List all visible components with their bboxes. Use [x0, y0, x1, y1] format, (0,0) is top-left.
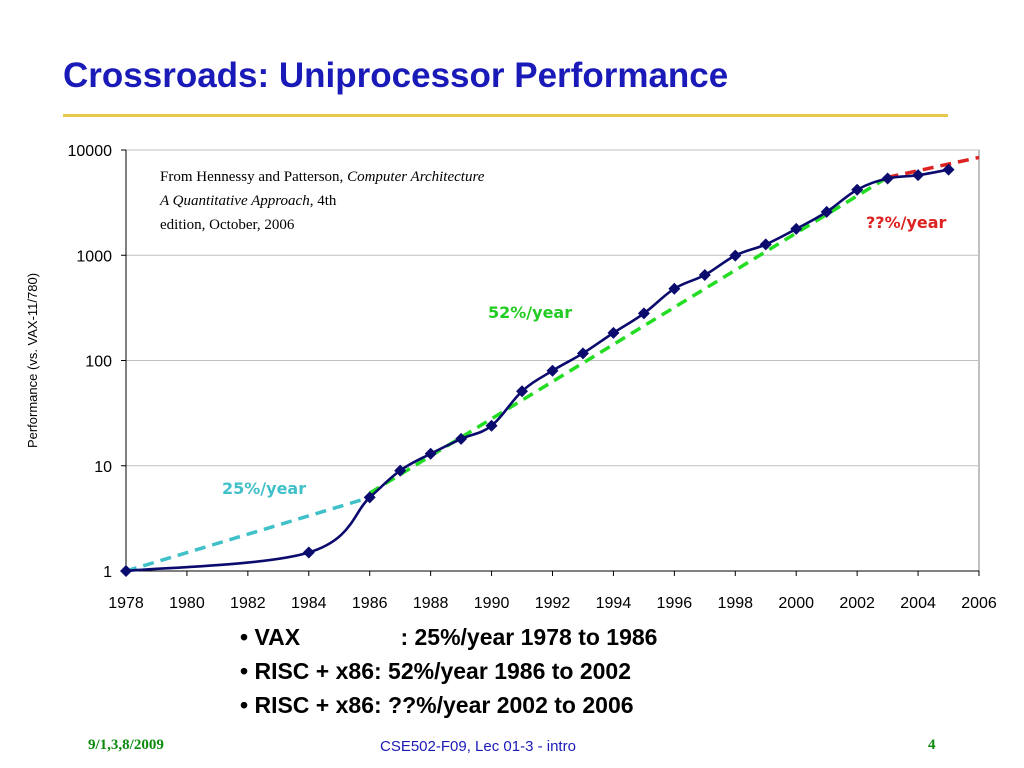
- x-tick-label: 1998: [717, 595, 753, 612]
- bullet-item-vax: • VAX: 25%/year 1978 to 1986: [240, 620, 657, 654]
- y-tick-label: 10000: [68, 143, 113, 160]
- x-tick-label: 2006: [961, 595, 997, 612]
- x-tick-label: 1986: [352, 595, 388, 612]
- data-point-marker: [455, 432, 468, 445]
- data-point-marker: [698, 269, 711, 282]
- trend-line-unknown-percent: [887, 155, 980, 180]
- annotation-unknown-percent: ??%/year: [866, 213, 947, 232]
- x-tick-label: 1982: [230, 595, 266, 612]
- performance-chart: 1 10 100 1000 10000 1978 1980 1982 1984 1986 1988 1…: [25, 143, 997, 612]
- bullet-list: • VAX: 25%/year 1978 to 1986 • RISC + x8…: [240, 620, 657, 722]
- y-tick-label: 10: [94, 459, 112, 476]
- data-point-marker: [942, 163, 955, 176]
- annotation-25-percent: 25%/year: [222, 479, 306, 498]
- x-tick-label: 1994: [596, 595, 632, 612]
- data-point-marker: [424, 447, 437, 460]
- footer-date: 9/1,3,8/2009: [88, 737, 164, 753]
- slide-title: Crossroads: Uniprocessor Performance: [63, 56, 729, 95]
- bullet-item-risc-unknown: • RISC + x86: ??%/year 2002 to 2006: [240, 688, 657, 722]
- x-tick-label: 1992: [535, 595, 571, 612]
- bullet-text: : ??%/year 2002 to 2006: [374, 692, 634, 718]
- x-tick-label: 1988: [413, 595, 449, 612]
- bullet-item-risc-52: • RISC + x86: 52%/year 1986 to 2002: [240, 654, 657, 688]
- footer-page-number: 4: [928, 737, 936, 753]
- x-tick-label: 1996: [657, 595, 693, 612]
- data-point-marker: [120, 565, 132, 577]
- annotation-52-percent: 52%/year: [488, 303, 572, 322]
- y-tick-label: 1: [103, 564, 112, 581]
- data-point-marker: [363, 491, 376, 504]
- data-point-marker: [759, 238, 772, 251]
- data-point-marker: [485, 419, 498, 432]
- source-note-line: edition, October, 2006: [160, 217, 295, 233]
- source-note-line: From Hennessy and Patterson, Computer Ar…: [160, 169, 485, 185]
- data-point-marker: [851, 183, 864, 196]
- data-point-marker: [394, 464, 407, 477]
- data-point-marker: [576, 347, 589, 360]
- x-tick-label: 1978: [108, 595, 144, 612]
- data-point-marker: [302, 546, 315, 559]
- x-tick-label: 1980: [169, 595, 205, 612]
- y-tick-label: 1000: [76, 248, 112, 265]
- data-point-marker: [881, 172, 894, 185]
- x-tick-label: 2000: [778, 595, 814, 612]
- bullet-text: : 25%/year 1978 to 1986: [400, 624, 658, 650]
- footer-course: CSE502-F09, Lec 01-3 - intro: [380, 738, 576, 755]
- x-tick-label: 2002: [839, 595, 875, 612]
- bullet-label: VAX: [254, 624, 301, 650]
- data-point-marker: [668, 282, 681, 295]
- y-tick-label: 100: [85, 354, 112, 371]
- x-tick-label: 1984: [291, 595, 327, 612]
- data-point-marker: [607, 326, 620, 339]
- data-point-marker: [637, 307, 650, 320]
- data-point-marker: [516, 385, 529, 398]
- source-note-line: A Quantitative Approach, 4th: [159, 193, 337, 209]
- data-point-marker: [729, 249, 742, 262]
- data-point-marker: [790, 222, 803, 235]
- trend-line-25-percent: [125, 495, 371, 573]
- trend-line-52-percent: [368, 175, 889, 495]
- x-tick-label: 1990: [474, 595, 510, 612]
- x-tick-label: 2004: [900, 595, 936, 612]
- data-point-marker: [546, 364, 559, 377]
- title-divider: [63, 114, 948, 117]
- data-point-marker: [820, 205, 833, 218]
- bullet-text: : 52%/year 1986 to 2002: [374, 658, 632, 684]
- data-point-marker: [912, 169, 925, 182]
- bullet-label: RISC + x86: [254, 658, 374, 684]
- bullet-label: RISC + x86: [254, 692, 374, 718]
- y-axis-label: Performance (vs. VAX-11/780): [25, 273, 40, 448]
